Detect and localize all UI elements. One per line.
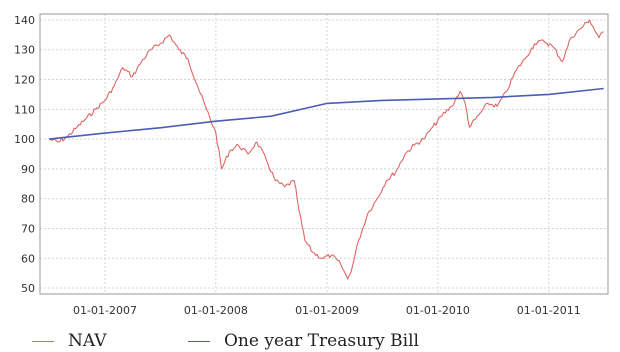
series-line-nav <box>48 19 604 280</box>
x-tick-label: 01-01-2011 <box>517 304 581 317</box>
legend-label-nav: NAV <box>68 331 107 351</box>
y-tick-label: 70 <box>21 222 35 235</box>
y-tick-label: 110 <box>14 103 35 116</box>
legend-swatch-nav <box>32 340 54 342</box>
legend-label-treasury: One year Treasury Bill <box>224 331 419 351</box>
line-chart: 50 60 70 80 90 100 110 120 130 140 01-01-2007 01-01… <box>14 13 609 317</box>
legend-swatch-treasury <box>188 340 210 342</box>
plot-frame <box>39 13 609 295</box>
y-tick-label: 60 <box>21 252 35 265</box>
y-tick-label: 100 <box>14 133 35 146</box>
y-tick-label: 50 <box>21 282 35 295</box>
y-tick-label: 80 <box>21 193 35 206</box>
y-tick-label: 90 <box>21 163 35 176</box>
x-tick-label: 01-01-2008 <box>184 304 248 317</box>
x-tick-label: 01-01-2007 <box>73 304 137 317</box>
y-tick-label: 140 <box>14 14 35 27</box>
y-tick-label: 130 <box>14 44 35 57</box>
legend-item-treasury: One year Treasury Bill <box>188 330 419 352</box>
y-tick-label: 120 <box>14 74 35 87</box>
x-tick-label: 01-01-2009 <box>295 304 359 317</box>
legend-item-nav: NAV <box>32 330 107 352</box>
series-line-treasury <box>49 87 604 140</box>
x-tick-label: 01-01-2010 <box>406 304 470 317</box>
